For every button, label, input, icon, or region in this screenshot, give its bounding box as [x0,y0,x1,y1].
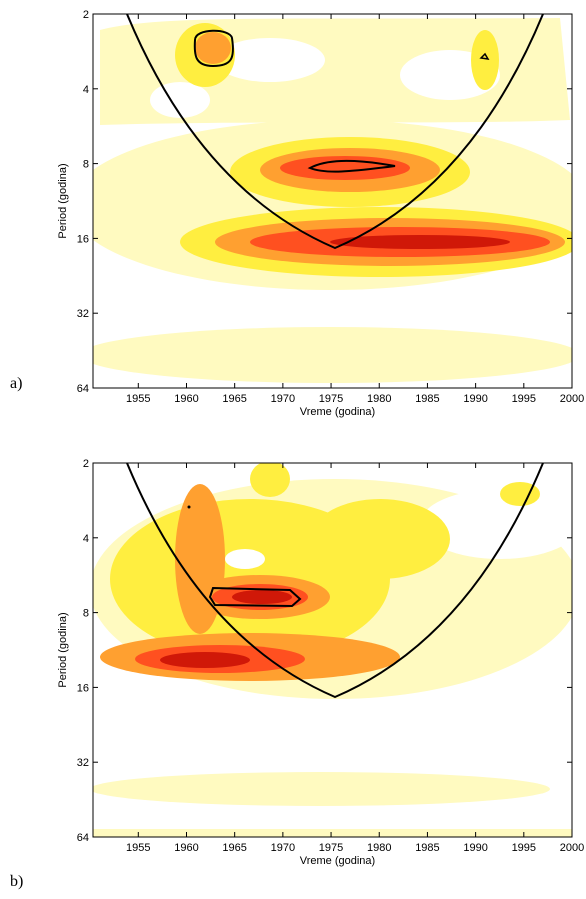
contour-field [93,14,572,383]
x-axis-label: Vreme (godina) [300,406,375,418]
x-tick-label: 1960 [174,393,198,405]
plot-frame [92,13,573,389]
x-tick-label: 1990 [463,393,487,405]
x-tick-label: 1970 [271,393,295,405]
x-tick-label: 1985 [415,842,439,854]
x-tick-label: 1990 [463,842,487,854]
y-tick-label: 16 [77,682,89,694]
y-axis-label: Period (godina) [57,163,69,238]
panel-label: a) [10,375,22,392]
y-tick-label: 4 [83,84,89,96]
y-tick-label: 32 [77,757,89,769]
x-tick-label: 1995 [512,842,536,854]
x-tick-label: 1980 [367,842,391,854]
x-tick-label: 1960 [174,842,198,854]
y-tick-label: 2 [83,9,89,21]
y-tick-label: 2 [83,458,89,470]
plot-frame [92,462,573,838]
x-tick-label: 1995 [512,393,536,405]
x-axis-label: Vreme (godina) [300,855,375,867]
x-tick-label: 2000 [560,393,584,405]
x-tick-label: 2000 [560,842,584,854]
y-tick-label: 16 [77,233,89,245]
x-tick-label: 1955 [126,842,150,854]
y-tick-label: 8 [83,608,89,620]
y-axis-label: Period (godina) [57,612,69,687]
x-tick-label: 1965 [222,842,246,854]
y-tick-label: 64 [77,383,89,395]
x-tick-label: 1980 [367,393,391,405]
x-tick-label: 1975 [319,393,343,405]
y-tick-label: 64 [77,832,89,844]
panel-label: b) [10,873,23,890]
x-tick-label: 1975 [319,842,343,854]
x-tick-label: 1955 [126,393,150,405]
x-tick-label: 1985 [415,393,439,405]
y-tick-label: 4 [83,533,89,545]
x-tick-label: 1965 [222,393,246,405]
y-tick-label: 32 [77,308,89,320]
contour-field [93,463,572,837]
y-tick-label: 8 [83,159,89,171]
x-tick-label: 1970 [271,842,295,854]
